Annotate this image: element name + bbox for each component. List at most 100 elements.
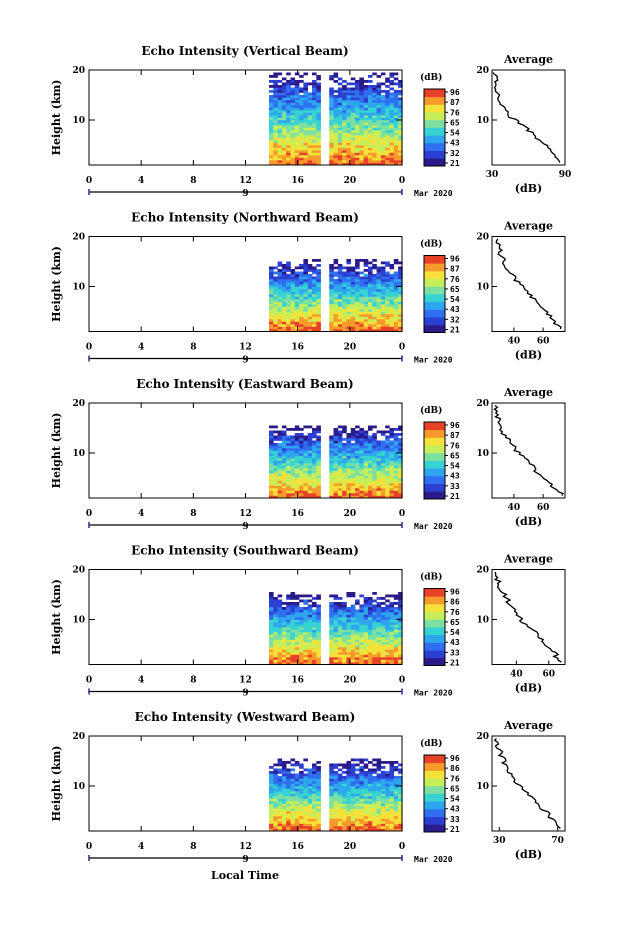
heatmap-cell [312, 828, 317, 832]
heatmap-cell [393, 92, 399, 96]
heatmap-cell [376, 483, 382, 486]
heatmap-cell [380, 147, 386, 151]
heatmap-cell [307, 607, 313, 610]
heatmap-cell [268, 475, 274, 479]
heatmap-cell [346, 768, 352, 772]
heatmap-cell [380, 786, 386, 789]
heatmap-cell [385, 776, 390, 779]
heatmap-cell [277, 460, 283, 464]
heatmap-cell [350, 100, 356, 103]
heatmap-cell [290, 435, 296, 439]
heatmap-cell [380, 271, 386, 275]
heatmap-cell [380, 443, 386, 446]
heatmap-cell [333, 801, 339, 804]
colorbar-tick-label: 33 [450, 815, 460, 824]
heatmap-cell [316, 597, 321, 600]
heatmap-cell [290, 140, 296, 143]
heatmap-cell [398, 659, 403, 663]
heatmap-cell [342, 796, 347, 799]
heatmap-cell [355, 644, 360, 648]
heatmap-cell [342, 808, 347, 812]
y-tick-label: 20 [72, 233, 85, 243]
heatmap-cell [342, 659, 347, 663]
heatmap-cell [286, 100, 291, 103]
heatmap-cell [286, 470, 291, 474]
heatmap-cell [337, 801, 343, 804]
heatmap-cell [372, 642, 377, 645]
heatmap-cell [294, 647, 300, 650]
heatmap-cell [277, 455, 283, 459]
heatmap-cell [372, 319, 377, 322]
heatmap-cell [367, 301, 373, 305]
heatmap-cell [307, 125, 313, 128]
heatmap-cell [268, 281, 274, 285]
y-tick-label: 20 [72, 66, 85, 76]
heatmap-cell [380, 806, 386, 809]
heatmap-cell [372, 460, 377, 464]
heatmap-cell [337, 644, 343, 648]
heatmap-cell [281, 127, 287, 131]
heatmap-cell [385, 115, 390, 118]
heatmap-cell [303, 803, 308, 807]
heatmap-cell [372, 324, 377, 327]
heatmap-cell [372, 644, 377, 648]
heatmap-cell [380, 818, 386, 822]
heatmap-cell [350, 428, 356, 431]
heatmap-cell [393, 826, 399, 829]
heatmap-cell [268, 776, 274, 779]
heatmap-cell [307, 657, 313, 660]
heatmap-cell [398, 803, 403, 807]
x-tick-label: 12 [239, 842, 252, 852]
heatmap-cell [307, 100, 313, 103]
heatmap-cell [350, 647, 356, 650]
heatmap-cell [312, 276, 317, 280]
heatmap-cell [363, 490, 369, 494]
heatmap-cell [277, 316, 283, 320]
colorbar-tick-label: 96 [450, 88, 460, 97]
heatmap-cell [359, 279, 364, 282]
heatmap-cell [294, 125, 300, 128]
heatmap-cell [307, 155, 313, 158]
average-y-tick-label: 20 [476, 566, 489, 576]
heatmap-cell [367, 445, 373, 449]
heatmap-cell [303, 632, 308, 635]
heatmap-cell [389, 264, 395, 267]
heatmap-cell [333, 115, 339, 118]
heatmap-cell [299, 125, 304, 128]
heatmap-cell [294, 627, 300, 630]
heatmap-cell [355, 132, 360, 136]
heatmap-cell [294, 624, 300, 628]
heatmap-cell [273, 455, 278, 459]
heatmap-cell [389, 823, 395, 827]
heatmap-cell [376, 274, 382, 277]
heatmap-cell [367, 304, 373, 307]
heatmap-cell [268, 473, 274, 476]
heatmap-cell [312, 326, 317, 330]
heatmap-cell [329, 157, 334, 161]
heatmap-cell [268, 463, 274, 466]
heatmap-cell [342, 147, 347, 151]
heatmap-cell [303, 480, 308, 484]
heatmap-cell [316, 102, 321, 106]
heatmap-cell [316, 77, 321, 81]
heatmap-cell [273, 468, 278, 471]
heatmap-cell [376, 485, 382, 489]
heatmap-cell [393, 657, 399, 660]
heatmap-cell [268, 490, 274, 494]
heatmap-cell [333, 433, 339, 436]
heatmap-cell [346, 329, 352, 332]
heatmap-cell [277, 657, 283, 660]
heatmap-cell [380, 289, 386, 292]
heatmap-cell [268, 443, 274, 446]
heatmap-cell [398, 142, 403, 146]
heatmap-cell [389, 155, 395, 158]
heatmap-cell [359, 304, 364, 307]
heatmap-cell [303, 152, 308, 156]
heatmap-cell [329, 107, 334, 111]
heatmap-cell [363, 286, 369, 290]
heatmap-cell [299, 433, 304, 436]
heatmap-cell [294, 95, 300, 98]
heatmap-cell [273, 813, 278, 817]
heatmap-cell [372, 145, 377, 148]
heatmap-cell [372, 776, 377, 779]
